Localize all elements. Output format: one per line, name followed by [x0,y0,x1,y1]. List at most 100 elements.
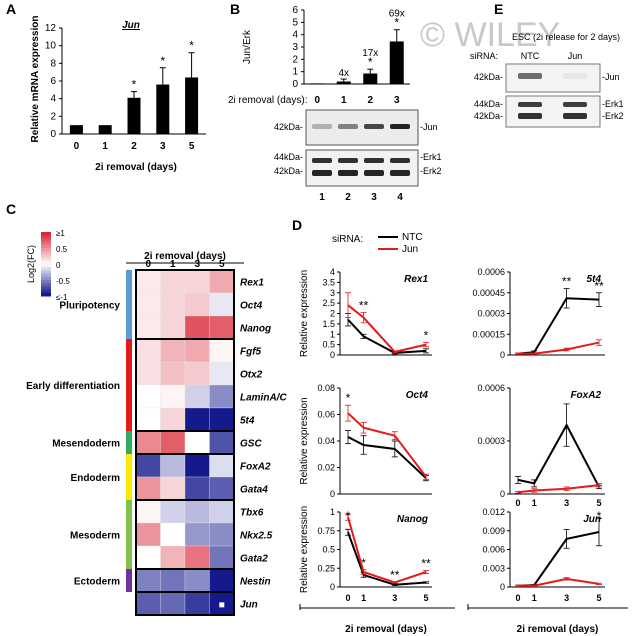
panel-e-marker-label: 42kDa- [474,72,503,82]
panel-b-erk1-band [390,158,410,163]
panel-d-x-axis-label: 2i removal (days) [517,624,599,635]
heatmap-legend-swatch [41,270,51,275]
heatmap-cell [184,361,210,386]
heatmap-cell [160,361,186,386]
panel-b-erk2-band [364,170,384,176]
heatmap-legend-swatch [41,267,51,271]
panel-a-y-tick-label: 10 [45,41,57,52]
heatmap-white-marker [219,602,225,608]
heatmap-row-label: 5t4 [240,416,255,427]
heatmap-cell [184,338,210,363]
panel-b-marker-label: 42kDa- [274,122,303,132]
heatmap-cell [160,476,186,501]
panel-b-bar [310,83,325,84]
panel-d-x-tick-label: 0 [515,593,520,603]
heatmap-legend-swatch [41,232,51,236]
heatmap-cell [209,384,235,409]
panel-a-bar [69,125,83,134]
heatmap-cell [209,568,235,593]
heatmap-cell [160,315,186,340]
panel-a-x-tick-label: 2 [131,141,137,152]
heatmap-cell [209,361,235,386]
heatmap-cell [160,522,186,547]
panel-d-y-tick-label: 0.06 [317,410,335,420]
panel-d-y-tick-label: 2 [330,309,335,319]
heatmap-legend-tick-label: 0.5 [56,245,68,254]
panel-d-y-axis-label: Relative expression [299,506,310,593]
panel-d-x-tick-label: 3 [564,498,569,508]
heatmap-legend-swatch [41,254,51,259]
heatmap-cell [209,499,235,524]
panel-d-y-tick-label: 1 [330,329,335,339]
panel-e-sirna-label: siRNA: [470,51,498,61]
panel-a-significance-star: * [160,54,165,68]
heatmap-legend-swatch [41,257,51,262]
watermark-text: © WILEY [420,16,560,54]
panel-a-x-tick-label: 3 [160,141,166,152]
heatmap-row-label: Fgf5 [240,347,262,358]
panel-d-y-tick-label: 1 [330,507,335,517]
panel-d-y-tick-label: 0.5 [322,340,335,350]
heatmap-row-label: GSC [240,439,262,450]
heatmap-legend-swatch [41,280,51,284]
heatmap-legend-swatch [41,264,51,268]
heatmap-cell [209,430,235,455]
panel-d-y-tick-label: 4 [330,267,335,277]
panel-d-gene-label: Jun [583,514,601,525]
heatmap-cell [135,453,161,478]
panel-d-significance-star: ** [421,557,431,571]
panel-b-fold-label: 17x [362,48,378,59]
heatmap-cell [209,269,235,294]
heatmap-legend-swatch [41,273,51,278]
panel-b-bar [363,73,378,84]
panel-label-c: C [6,201,16,217]
panel-b-jun-band [338,124,358,129]
panel-d-y-tick-label: 0.75 [317,526,335,536]
heatmap-cell [160,499,186,524]
panel-a-y-tick-label: 0 [50,129,56,140]
heatmap-row-label: Gata2 [240,554,268,565]
panel-d-x-axis-label: 2i removal (days) [345,624,427,635]
panel-a-significance-star: * [189,39,194,53]
heatmap-group-color-bar [126,339,132,431]
heatmap-group-label: Endoderm [71,473,121,484]
panel-b-erk-blot-frame [305,149,419,187]
panel-b-erk2-band [312,170,332,176]
heatmap-group-label: Early differentiation [26,381,120,392]
panel-d-y-tick-label: 0.0003 [477,309,505,319]
panel-b-lane-number: 3 [371,192,377,203]
panel-d-series-line [347,412,427,478]
panel-d-series-line [347,516,427,584]
panel-d-y-tick-label: 0.0003 [477,436,505,446]
panel-b-y-tick-label: 6 [292,5,298,16]
heatmap-cell [184,568,210,593]
heatmap-cell [135,269,161,294]
panel-d-y-tick-label: 0 [330,582,335,592]
heatmap-cell [160,292,186,317]
heatmap-legend-swatch [41,244,51,249]
heatmap-group-label: Ectoderm [74,577,120,588]
heatmap-cell [209,315,235,340]
heatmap-legend-swatch [41,289,51,294]
panel-d-significance-star: ** [562,275,572,289]
panel-d-y-tick-label: 0.25 [317,563,335,573]
panel-e-title: ESC (2i release for 2 days) [512,32,620,42]
panel-e-band-label: -Jun [602,72,620,82]
panel-e-lane-label: Jun [568,51,583,61]
heatmap-row-label: Jun [240,600,258,611]
panel-a-y-axis-label: Relative mRNA expression [30,16,41,143]
heatmap-cell [135,315,161,340]
heatmap-row-label: Nanog [240,324,271,335]
panel-a-x-tick-label: 5 [189,141,195,152]
heatmap-row-label: Gata4 [240,485,268,496]
heatmap-cell [135,522,161,547]
panel-b-erk2-band [338,170,358,176]
panel-d-x-tick-label: 0 [515,498,520,508]
heatmap-legend-swatch [41,241,51,246]
panel-b-jun-band [312,124,332,129]
panel-d-y-tick-label: 3 [330,288,335,298]
heatmap-cell [135,407,161,432]
heatmap-cell [184,499,210,524]
panel-d-legend-title: siRNA: [332,234,363,245]
panel-a-bar [98,125,112,134]
